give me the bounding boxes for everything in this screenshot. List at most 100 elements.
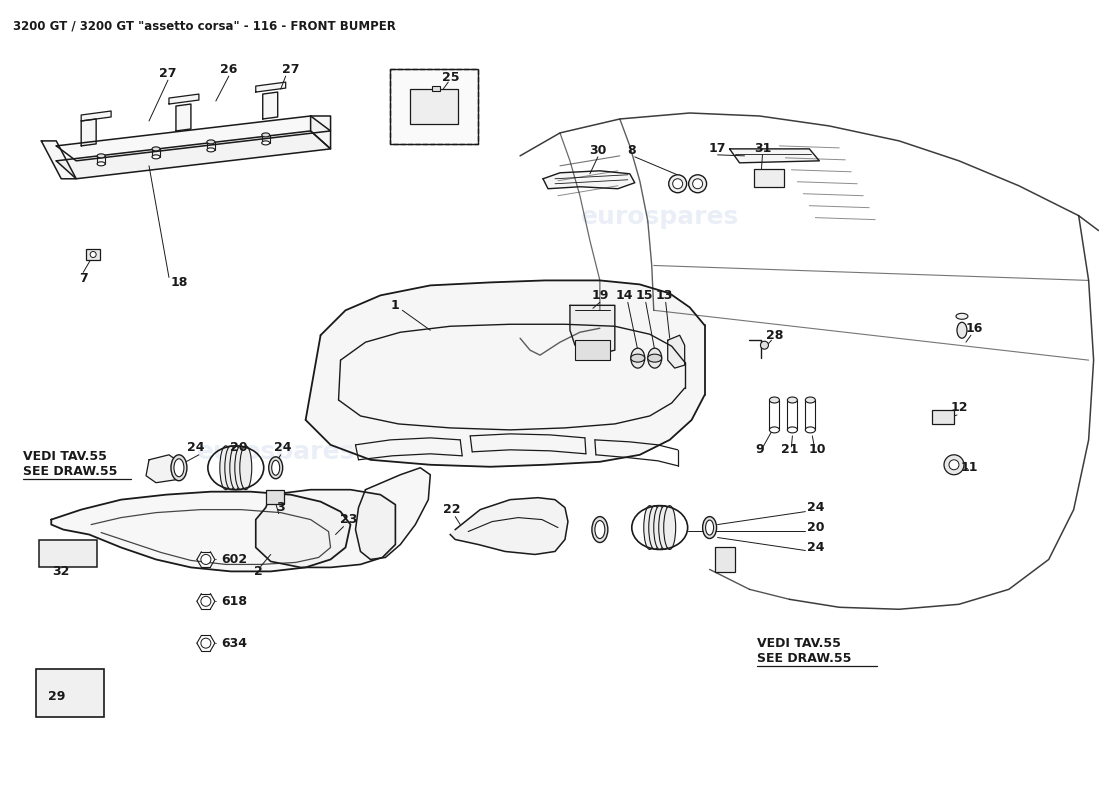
Polygon shape xyxy=(169,94,199,104)
Text: 30: 30 xyxy=(590,144,606,158)
Ellipse shape xyxy=(653,506,666,550)
Polygon shape xyxy=(570,306,615,355)
Ellipse shape xyxy=(805,427,815,433)
Ellipse shape xyxy=(240,446,252,490)
Bar xyxy=(86,249,100,261)
Polygon shape xyxy=(450,498,568,554)
Polygon shape xyxy=(42,141,76,178)
Text: 9: 9 xyxy=(756,443,763,456)
Ellipse shape xyxy=(644,506,656,550)
Polygon shape xyxy=(355,468,430,559)
Ellipse shape xyxy=(152,155,160,159)
Polygon shape xyxy=(255,82,286,92)
Ellipse shape xyxy=(648,354,662,362)
Polygon shape xyxy=(176,104,191,131)
Text: 618: 618 xyxy=(221,594,246,608)
Ellipse shape xyxy=(152,147,160,151)
Circle shape xyxy=(90,251,96,258)
Bar xyxy=(390,69,478,144)
Text: 15: 15 xyxy=(636,289,653,302)
Text: 24: 24 xyxy=(274,442,292,454)
Text: 20: 20 xyxy=(807,521,825,534)
Text: 27: 27 xyxy=(160,66,177,80)
Bar xyxy=(410,89,459,124)
Ellipse shape xyxy=(174,458,184,477)
Ellipse shape xyxy=(268,457,283,478)
Ellipse shape xyxy=(648,348,662,368)
Bar xyxy=(40,539,97,567)
Polygon shape xyxy=(729,149,820,163)
Bar xyxy=(755,169,784,186)
Bar xyxy=(36,669,104,717)
Ellipse shape xyxy=(170,455,187,481)
Ellipse shape xyxy=(703,517,716,538)
Text: 29: 29 xyxy=(47,690,65,703)
Text: 14: 14 xyxy=(616,289,634,302)
Polygon shape xyxy=(81,111,111,121)
Text: 25: 25 xyxy=(441,70,459,84)
Text: SEE DRAW.55: SEE DRAW.55 xyxy=(758,652,851,665)
Text: 26: 26 xyxy=(220,62,238,76)
Polygon shape xyxy=(543,170,635,189)
Text: 11: 11 xyxy=(960,462,978,474)
Ellipse shape xyxy=(97,154,106,158)
Text: 7: 7 xyxy=(79,272,88,285)
Text: VEDI TAV.55: VEDI TAV.55 xyxy=(758,637,842,650)
Ellipse shape xyxy=(957,322,967,338)
Circle shape xyxy=(760,342,769,349)
Ellipse shape xyxy=(649,506,661,550)
Text: 2: 2 xyxy=(254,565,263,578)
Ellipse shape xyxy=(630,348,645,368)
Bar xyxy=(575,340,609,360)
Ellipse shape xyxy=(595,521,605,538)
Text: 17: 17 xyxy=(708,142,726,155)
Text: 24: 24 xyxy=(807,501,825,514)
Text: 3200 GT / 3200 GT "assetto corsa" - 116 - FRONT BUMPER: 3200 GT / 3200 GT "assetto corsa" - 116 … xyxy=(13,19,396,32)
Polygon shape xyxy=(81,119,96,146)
Text: 3: 3 xyxy=(276,501,285,514)
Ellipse shape xyxy=(230,446,242,490)
Ellipse shape xyxy=(788,427,798,433)
Ellipse shape xyxy=(220,446,232,490)
Ellipse shape xyxy=(805,397,815,403)
Ellipse shape xyxy=(207,140,215,144)
Circle shape xyxy=(693,178,703,189)
Text: 602: 602 xyxy=(221,553,248,566)
Ellipse shape xyxy=(592,517,608,542)
Polygon shape xyxy=(263,92,277,119)
Polygon shape xyxy=(56,131,331,178)
Ellipse shape xyxy=(769,427,780,433)
Text: eurospares: eurospares xyxy=(581,205,739,229)
Text: 24: 24 xyxy=(807,541,825,554)
Circle shape xyxy=(669,174,686,193)
Bar xyxy=(932,410,954,424)
Ellipse shape xyxy=(97,162,106,166)
Ellipse shape xyxy=(207,148,215,152)
Text: 634: 634 xyxy=(221,637,246,650)
Text: 18: 18 xyxy=(170,276,188,289)
Circle shape xyxy=(944,455,964,474)
Text: 8: 8 xyxy=(627,144,636,158)
Text: 20: 20 xyxy=(230,442,248,454)
Text: 12: 12 xyxy=(950,402,968,414)
Text: 1: 1 xyxy=(390,299,399,312)
Polygon shape xyxy=(146,455,179,482)
Circle shape xyxy=(673,178,683,189)
Text: SEE DRAW.55: SEE DRAW.55 xyxy=(23,465,118,478)
Text: 28: 28 xyxy=(766,329,783,342)
Text: 16: 16 xyxy=(965,322,982,334)
Text: 22: 22 xyxy=(443,503,461,516)
Text: 10: 10 xyxy=(808,443,826,456)
Text: 23: 23 xyxy=(340,513,358,526)
Ellipse shape xyxy=(224,446,236,490)
Circle shape xyxy=(201,554,211,565)
Circle shape xyxy=(201,596,211,606)
Text: 21: 21 xyxy=(781,443,799,456)
Polygon shape xyxy=(255,490,395,567)
Polygon shape xyxy=(668,335,684,368)
Circle shape xyxy=(201,638,211,648)
Ellipse shape xyxy=(705,520,714,535)
Polygon shape xyxy=(306,281,705,466)
Ellipse shape xyxy=(769,397,780,403)
Polygon shape xyxy=(310,116,331,149)
